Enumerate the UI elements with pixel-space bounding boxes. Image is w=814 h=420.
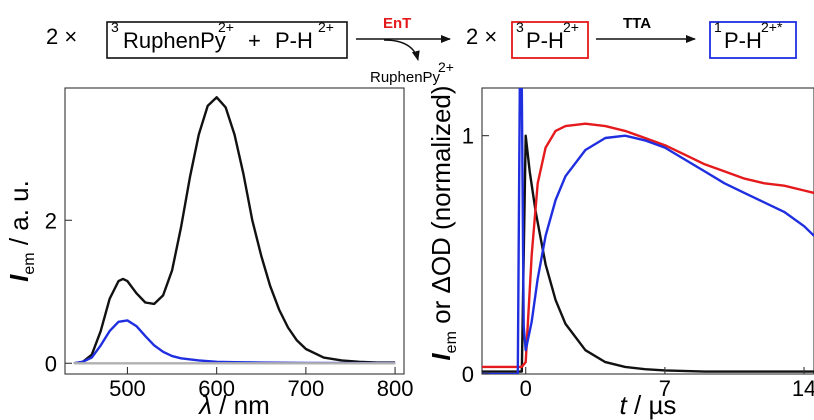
intermediate-charge: 2+	[563, 19, 579, 35]
scheme-mid-multiplier: 2 ×	[466, 24, 497, 49]
left-series-1-line	[73, 319, 396, 365]
reactant1-sup: 3	[111, 19, 119, 35]
product-box	[709, 21, 797, 59]
product-main: P-H	[724, 28, 762, 53]
left-plot-frame	[64, 87, 405, 375]
right-series-1-line	[482, 122, 814, 369]
right-y-tick-label-0: 0	[462, 362, 474, 387]
scheme-prefix-multiplier: 2 ×	[46, 24, 77, 49]
reactant1-box	[106, 21, 348, 59]
transient-kinetics-chart: 0 7 14 0 1 t / µs Iem or ΔOD (normalized)	[426, 85, 814, 420]
left-y-tick-label-0: 0	[45, 351, 57, 376]
ent-byproduct-arrow	[383, 39, 420, 61]
left-x-tick-label-0: 500	[109, 376, 146, 401]
intermediate-main: P-H	[526, 28, 564, 53]
right-x-tick-label-0: 0	[520, 376, 532, 401]
left-series-group	[73, 96, 396, 365]
reactant1-charge: 2+	[218, 19, 234, 35]
intermediate-box	[511, 21, 589, 59]
right-x-axis-label: t / µs	[620, 390, 677, 420]
ent-byproduct-main: RuphenPy	[370, 69, 441, 86]
ent-byproduct-charge: 2+	[438, 59, 454, 75]
left-x-tick-label-2: 700	[288, 376, 325, 401]
right-series-group	[482, 88, 814, 374]
intermediate-sup: 3	[516, 19, 524, 35]
right-y-axis-label: Iem or ΔOD (normalized)	[426, 85, 460, 360]
left-x-tick-label-3: 800	[377, 376, 414, 401]
reaction-scheme: 2 × 3 RuphenPy 2+ + P-H 2+ EnT RuphenPy …	[46, 15, 797, 86]
left-y-axis-label: Iem / a. u.	[4, 180, 38, 282]
right-series-0-line	[482, 134, 814, 373]
left-axis-labels: λ / nm Iem / a. u.	[4, 180, 270, 420]
product-charge: 2+*	[761, 19, 783, 35]
tta-label: TTA	[623, 15, 651, 32]
right-y-tick-label-1: 1	[462, 124, 474, 149]
emission-spectrum-chart: 500 600 700 800 0 2 λ / nm Iem / a. u.	[4, 87, 414, 420]
right-x-tick-label-2: 14	[792, 376, 814, 401]
left-x-axis-label: λ / nm	[197, 390, 270, 420]
left-series-0-line	[73, 96, 396, 365]
right-axis-labels: t / µs Iem or ΔOD (normalized)	[426, 85, 676, 420]
right-axis-ticks: 0 7 14 0 1	[462, 124, 814, 401]
ent-label: EnT	[383, 15, 411, 32]
scheme-plus: +	[248, 28, 261, 53]
left-x-tick-label-1: 600	[198, 376, 235, 401]
reactant1-main: RuphenPy	[123, 28, 226, 53]
product-sup: 1	[714, 19, 722, 35]
right-series-2-line	[482, 88, 814, 374]
left-axis-ticks: 500 600 700 800 0 2	[45, 208, 414, 401]
left-y-tick-label-1: 2	[45, 208, 57, 233]
reactant2-main: P-H	[275, 28, 313, 53]
right-x-tick-label-1: 7	[659, 376, 671, 401]
reactant2-charge: 2+	[318, 19, 334, 35]
right-plot-frame	[481, 87, 814, 375]
